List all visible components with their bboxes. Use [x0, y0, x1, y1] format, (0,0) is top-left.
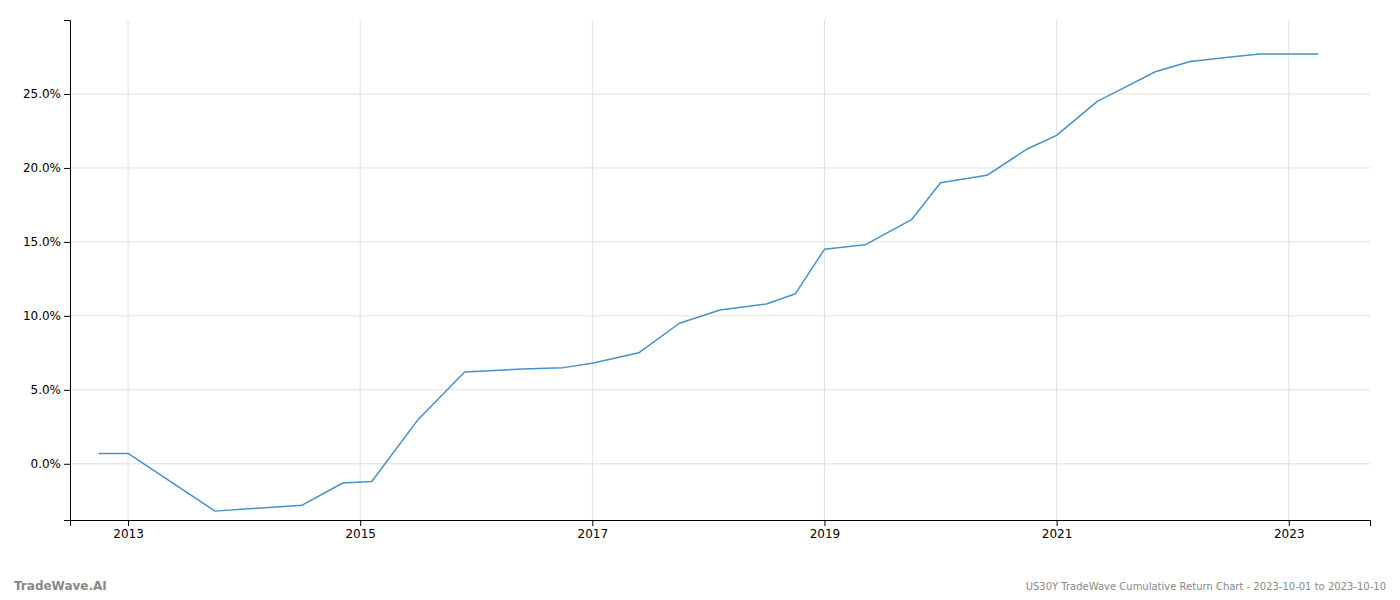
y-axis-tick-mark	[64, 168, 70, 169]
x-axis-tick: 2015	[345, 520, 376, 541]
x-axis-tick: 2019	[810, 520, 841, 541]
grid-line-y	[70, 167, 1370, 168]
x-axis-line	[71, 521, 1371, 527]
y-axis-tick-label: 10.0%	[23, 309, 61, 323]
x-axis-tick-mark	[592, 520, 593, 526]
chart-container: 2013 2015 2017 2019 2021 2023 0.0% 5.0% 10.0% 15.…	[0, 0, 1400, 600]
x-axis-tick-label: 2023	[1274, 527, 1305, 541]
x-axis-tick-mark	[360, 520, 361, 526]
grid-line-x	[592, 20, 593, 520]
x-axis-tick: 2021	[1042, 520, 1073, 541]
x-axis-tick-mark	[824, 520, 825, 526]
annotation: US30Y TradeWave Cumulative Return Chart …	[1026, 581, 1386, 592]
y-axis-tick-mark	[64, 464, 70, 465]
y-axis-tick-label: 5.0%	[31, 383, 62, 397]
x-axis-tick-label: 2021	[1042, 527, 1073, 541]
y-axis-tick: 15.0%	[23, 235, 70, 249]
grid-line-y	[70, 389, 1370, 390]
grid-line-x	[1288, 20, 1289, 520]
y-axis-tick-label: 20.0%	[23, 161, 61, 175]
x-axis-tick-mark	[1289, 520, 1290, 526]
x-axis-tick-label: 2017	[578, 527, 609, 541]
x-axis-tick-mark	[128, 520, 129, 526]
x-axis-tick-label: 2019	[810, 527, 841, 541]
y-axis-tick-label: 25.0%	[23, 87, 61, 101]
chart-svg: 2013 2015 2017 2019 2021 2023 0.0% 5.0% 10.0% 15.…	[0, 0, 1400, 600]
grid-line-y	[70, 241, 1370, 242]
y-axis-line	[64, 21, 71, 521]
grid	[70, 20, 1370, 520]
line	[99, 54, 1318, 511]
y-axis-tick-mark	[64, 316, 70, 317]
y-axis-tick: 20.0%	[23, 161, 70, 175]
grid-line-x	[360, 20, 361, 520]
grid-line-y	[70, 93, 1370, 94]
grid-line-y	[70, 463, 1370, 464]
grid-line-x	[824, 20, 825, 520]
grid-line-x	[128, 20, 129, 520]
grid-line-x	[1056, 20, 1057, 520]
y-axis-tick-mark	[64, 94, 70, 95]
annotation: TradeWave.AI	[14, 579, 107, 593]
y-axis-tick-label: 15.0%	[23, 235, 61, 249]
y-axis-tick: 10.0%	[23, 309, 70, 323]
x-axis-tick-label: 2015	[345, 527, 376, 541]
x-axis: 2013 2015 2017 2019 2021 2023	[71, 520, 1371, 541]
y-axis: 0.0% 5.0% 10.0% 15.0% 20.0% 25.0%	[23, 21, 71, 521]
annotations: TradeWave.AI US30Y TradeWave Cumulative R…	[14, 579, 1386, 593]
x-axis-tick: 2013	[113, 520, 144, 541]
y-axis-tick-mark	[64, 242, 70, 243]
x-axis-tick: 2017	[578, 520, 609, 541]
plot-area	[99, 54, 1318, 511]
y-axis-tick: 5.0%	[31, 383, 71, 397]
x-axis-tick: 2023	[1274, 520, 1305, 541]
y-axis-tick: 25.0%	[23, 87, 70, 101]
y-axis-tick: 0.0%	[31, 457, 71, 471]
y-axis-tick-label: 0.0%	[31, 457, 62, 471]
x-axis-tick-label: 2013	[113, 527, 144, 541]
x-axis-tick-mark	[1057, 520, 1058, 526]
y-axis-tick-mark	[64, 390, 70, 391]
grid-line-y	[70, 315, 1370, 316]
